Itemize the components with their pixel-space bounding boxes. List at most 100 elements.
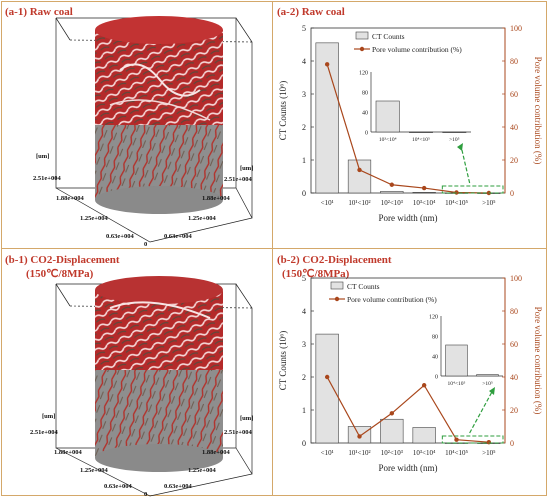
inset-y-tick-label: 80	[362, 91, 368, 97]
a1-right-tick-4: 0.63e+004	[164, 233, 192, 240]
y2-tick-label: 80	[510, 307, 518, 316]
y-tick-label: 4	[302, 57, 306, 66]
y2-axis-label: Pore volume contribution (%)	[533, 307, 543, 415]
y2-tick-label: 100	[510, 24, 522, 33]
horizontal-divider	[1, 248, 547, 249]
legend-line-marker	[334, 296, 340, 302]
legend-bar-label: CT Counts	[347, 282, 380, 291]
x-tick-label: 10²<10³	[381, 449, 403, 457]
legend-bar-swatch	[355, 31, 369, 40]
legend-line-label: Pore volume contribution (%)	[347, 295, 437, 304]
inset-x-tick-label: >10⁵	[449, 137, 460, 143]
b1-right-tick-3: 1.25e+004	[188, 467, 216, 474]
ct-count-bar	[412, 427, 436, 444]
coal-core-cylinder	[95, 16, 223, 214]
b1-left-tick-3: 1.25e+004	[80, 467, 108, 474]
x-tick-label: 10¹<10²	[348, 199, 370, 207]
chart-b2: 0 1 2 3 4 5 0 20 40 60 80 100 <10¹ 10¹<10² 10²<10³ 10³<…	[278, 274, 543, 473]
y2-tick-label: 60	[510, 90, 518, 99]
y-tick-label: 5	[302, 24, 306, 33]
b1-origin-tick: 0	[144, 491, 147, 498]
ct-count-bar	[347, 159, 372, 194]
inset-x-tick-label: 10⁴<10⁵	[448, 381, 466, 387]
a1-right-tick-2: 1.88e+004	[202, 195, 230, 202]
inset-bar	[375, 100, 400, 133]
x-tick-label: 10⁴<10⁵	[445, 199, 468, 207]
y-tick-label: 0	[302, 189, 306, 198]
y2-tick-label: 40	[510, 123, 518, 132]
y2-tick-label: 0	[510, 439, 514, 448]
pore-volume-point	[389, 182, 395, 187]
callout-arrow	[460, 145, 471, 184]
ct-count-bar	[315, 333, 339, 444]
inset-y-tick-label: 0	[365, 131, 368, 137]
inset-y-tick-label: 40	[432, 355, 438, 361]
a1-unit-label: [um]	[36, 153, 49, 160]
b1-right-unit: [um]	[240, 415, 253, 422]
y2-tick-label: 60	[510, 340, 518, 349]
inset-y-tick-label: 80	[432, 335, 438, 341]
pore-volume-point	[357, 434, 362, 439]
inset-y-tick-label: 40	[362, 111, 368, 117]
callout-arrowhead	[457, 143, 463, 151]
y2-axis-label: Pore volume contribution (%)	[533, 57, 543, 165]
y-axis-label: CT Counts (10⁶)	[278, 331, 288, 390]
y-axis-label: CT Counts (10⁶)	[278, 81, 288, 140]
y-tick-label: 1	[302, 156, 306, 165]
x-tick-label: >10⁵	[482, 199, 496, 207]
y-tick-label: 0	[302, 439, 306, 448]
ct-count-bar	[412, 192, 436, 194]
ct-count-bar	[315, 42, 339, 194]
highlight-box	[441, 185, 504, 194]
pore-volume-point	[421, 185, 427, 191]
pore-volume-point	[486, 439, 492, 445]
panel-b1-title: (b-1) CO2-Displacement	[5, 254, 120, 266]
x-tick-label: >10⁵	[482, 449, 496, 457]
highlight-box	[441, 435, 504, 444]
pore-volume-point	[324, 62, 330, 67]
a1-left-tick-2: 1.88e+004	[56, 195, 84, 202]
panel-b2-title: (b-2) CO2-Displacement	[277, 254, 392, 266]
b1-left-tick-1: 2.51e+004	[30, 429, 58, 436]
panel-b1-volume: [um] 2.51e+004 1.88e+004 1.25e+004 0.63e…	[30, 276, 253, 498]
inset-x-tick-label: 10⁴<10⁵	[412, 137, 430, 143]
b1-left-tick-4: 0.63e+004	[104, 483, 132, 490]
ct-count-bar	[380, 191, 404, 194]
y2-tick-label: 20	[510, 156, 518, 165]
a1-right-unit: [um]	[240, 165, 253, 172]
y-tick-label: 1	[302, 406, 306, 415]
inset-y-tick-label: 120	[359, 71, 368, 77]
b1-right-tick-4: 0.63e+004	[164, 483, 192, 490]
pore-volume-point	[421, 383, 427, 388]
x-tick-label: 10³<10⁴	[413, 449, 436, 457]
panel-b1-subtitle: (150℃/8MPa)	[26, 268, 94, 280]
panel-b2-subtitle: (150℃/8MPa)	[282, 268, 350, 280]
inset-y-tick-label: 120	[429, 315, 438, 321]
a1-right-tick-1: 2.51e+004	[224, 176, 252, 183]
inset-bar	[445, 344, 468, 377]
x-tick-label: 10³<10⁴	[413, 199, 436, 207]
panel-a2-title: (a-2) Raw coal	[277, 6, 345, 18]
x-axis-label: Pore width (nm)	[379, 213, 438, 223]
pore-volume-line	[326, 376, 489, 443]
a1-origin-tick: 0	[144, 241, 147, 248]
chart-a2: 0 1 2 3 4 5 0 20 40 60 80 100 <10¹ 10¹<10² 10²<10³ 10³<…	[278, 24, 543, 223]
a1-left-tick-4: 0.63e+004	[106, 233, 134, 240]
pore-volume-point	[324, 374, 330, 380]
ct-count-bar	[380, 418, 404, 444]
x-tick-label: <10¹	[321, 449, 334, 457]
legend-line-marker	[359, 46, 365, 52]
y2-tick-label: 80	[510, 57, 518, 66]
pore-volume-point	[454, 437, 459, 442]
y-tick-label: 2	[302, 123, 306, 132]
b1-right-tick-1: 2.51e+004	[224, 429, 252, 436]
legend-bar-label: CT Counts	[372, 32, 405, 41]
x-tick-label: 10¹<10²	[348, 449, 370, 457]
y2-tick-label: 40	[510, 373, 518, 382]
b1-unit-label: [um]	[42, 413, 55, 420]
y-tick-label: 5	[302, 274, 306, 283]
inset-x-tick-label: >10⁵	[482, 381, 493, 387]
panel-a1-volume: [um] 2.51e+004 1.88e+004 1.25e+004 0.63e…	[33, 16, 253, 248]
a1-left-tick-1: 2.51e+004	[33, 175, 61, 182]
inset-y-tick-label: 0	[435, 375, 438, 381]
